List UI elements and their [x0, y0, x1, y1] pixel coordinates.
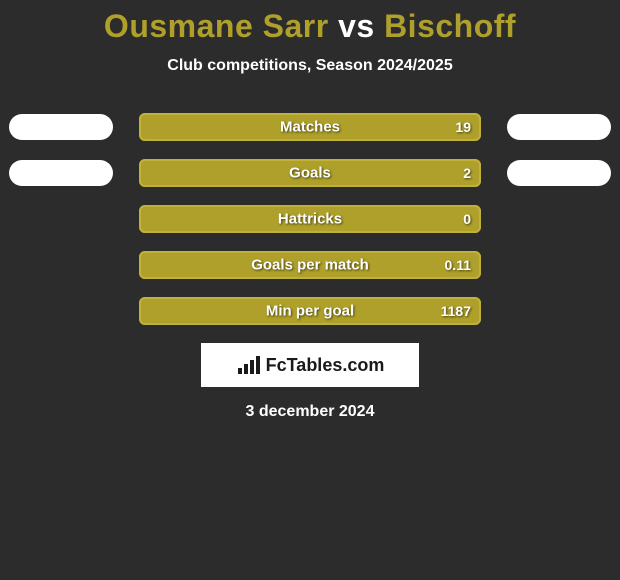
stat-pill-left — [9, 114, 113, 140]
stat-pill-right — [507, 114, 611, 140]
stat-value: 2 — [463, 165, 471, 181]
stat-value: 0 — [463, 211, 471, 227]
stat-label: Goals — [289, 165, 331, 182]
footer-logo[interactable]: FcTables.com — [201, 343, 419, 387]
stat-label: Goals per match — [251, 257, 369, 274]
stat-bar: Goals per match 0.11 — [139, 251, 481, 279]
subtitle: Club competitions, Season 2024/2025 — [0, 57, 620, 75]
stat-label: Matches — [280, 119, 340, 136]
stat-bar: Goals 2 — [139, 159, 481, 187]
player1-name: Ousmane Sarr — [104, 8, 329, 44]
chart-icon — [236, 354, 262, 376]
stat-bar: Min per goal 1187 — [139, 297, 481, 325]
footer-date: 3 december 2024 — [0, 403, 620, 421]
stat-row: Matches 19 — [0, 113, 620, 141]
stat-row: Min per goal 1187 — [0, 297, 620, 325]
vs-separator: vs — [338, 8, 375, 44]
footer-logo-text: FcTables.com — [266, 355, 385, 376]
player2-name: Bischoff — [384, 8, 516, 44]
stat-value: 0.11 — [445, 257, 471, 273]
stats-list: Matches 19 Goals 2 Hattricks 0 Goals per match… — [0, 113, 620, 325]
stat-pill-left — [9, 160, 113, 186]
stat-label: Hattricks — [278, 211, 342, 228]
stat-label: Min per goal — [266, 303, 354, 320]
stat-bar: Matches 19 — [139, 113, 481, 141]
stat-value: 19 — [455, 119, 471, 135]
stat-value: 1187 — [441, 303, 471, 319]
stat-pill-right — [507, 160, 611, 186]
stat-row: Goals 2 — [0, 159, 620, 187]
page-title: Ousmane Sarr vs Bischoff — [0, 8, 620, 45]
stat-bar: Hattricks 0 — [139, 205, 481, 233]
comparison-card: Ousmane Sarr vs Bischoff Club competitio… — [0, 0, 620, 421]
stat-row: Goals per match 0.11 — [0, 251, 620, 279]
stat-row: Hattricks 0 — [0, 205, 620, 233]
